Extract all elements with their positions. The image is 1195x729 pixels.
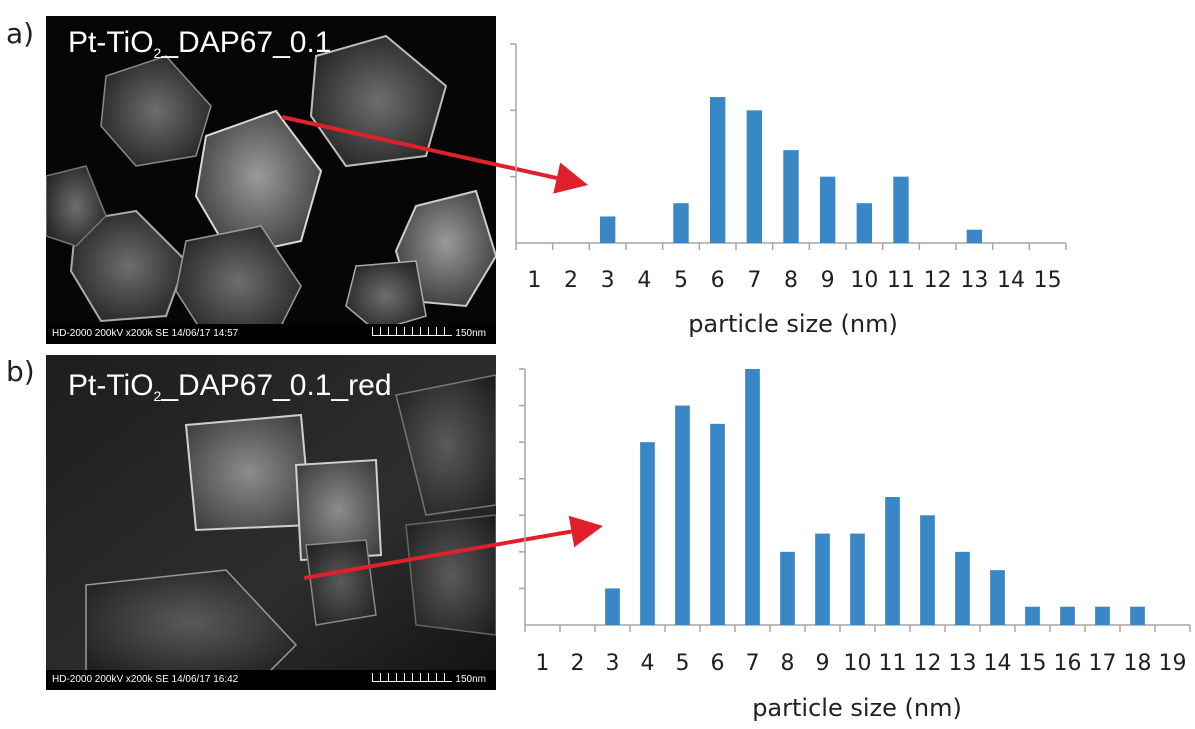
bar [709,97,726,243]
x-tick-label: 4 [637,268,651,293]
sem-crystals-a [46,34,496,339]
bar [640,442,655,625]
sem-image-a: Pt-TiO2_DAP67_0.1 HD-2000 200kV x200k SE… [46,16,496,344]
scale-label-a: 150nm [455,328,486,339]
x-tick-label: 4 [641,651,655,676]
x-tick-label: 10 [850,268,878,293]
sem-title-b: Pt-TiO2_DAP67_0.1_red [68,369,392,404]
x-tick-label: 15 [1019,651,1047,676]
x-tick-label: 15 [1034,268,1062,293]
bar [780,551,795,625]
x-tick-label: 13 [960,268,988,293]
bar [966,229,983,243]
bar [746,110,763,243]
x-tick-label: 12 [924,268,952,293]
sem-image-b: Pt-TiO2_DAP67_0.1_red HD-2000 200kV x200… [46,355,496,690]
x-tick-label: 11 [879,651,907,676]
bar [920,515,935,625]
sem-meta-a: HD-2000 200kV x200k SE 14/06/17 14:57 [52,328,239,339]
x-tick-label: 16 [1054,651,1082,676]
bar [673,203,689,243]
bar [850,533,865,625]
bar [745,369,760,625]
bar [955,551,970,625]
x-tick-label: 12 [914,651,942,676]
bar [815,533,830,625]
bar [1060,606,1075,625]
arrow-a [281,115,558,181]
bar [1130,606,1145,625]
sem-title-a: Pt-TiO2_DAP67_0.1 [68,26,332,61]
x-tick-label: 13 [949,651,977,676]
x-tick-label: 11 [887,268,915,293]
arrow-b [303,529,572,580]
x-tick-label: 9 [816,651,830,676]
x-tick-label: 14 [997,268,1025,293]
x-tick-label: 1 [527,268,541,293]
sem-meta-b: HD-2000 200kV x200k SE 14/06/17 16:42 [52,674,239,685]
arrow-a-head [553,162,588,194]
bar [605,588,620,625]
x-tick-label: 3 [606,651,620,676]
x-tick-label: 7 [747,268,761,293]
panel-a-label: a) [6,17,35,50]
x-axis-label: particle size (nm) [752,694,962,722]
panel-b-label: b) [6,355,35,388]
bar [893,176,909,243]
x-tick-label: 6 [711,651,725,676]
x-tick-label: 14 [984,651,1012,676]
bar [599,216,616,243]
x-tick-label: 19 [1159,651,1187,676]
scale-label-b: 150nm [455,674,486,685]
bar [710,423,725,625]
bar [990,570,1005,625]
x-tick-label: 7 [746,651,760,676]
arrow-b-head [568,515,603,548]
bar [856,203,873,243]
x-tick-label: 2 [564,268,578,293]
x-tick-label: 8 [781,651,795,676]
x-tick-label: 5 [674,268,688,293]
bar [783,150,799,243]
sem-footer-b: HD-2000 200kV x200k SE 14/06/17 16:42 15… [46,670,496,690]
sem-crystals-b [46,355,496,690]
x-tick-label: 8 [784,268,798,293]
bar [819,176,836,243]
x-tick-label: 17 [1089,651,1117,676]
bar [675,405,690,625]
x-tick-label: 1 [536,651,550,676]
x-tick-label: 6 [711,268,725,293]
x-tick-label: 5 [676,651,690,676]
bar [1095,606,1110,625]
sem-footer-a: HD-2000 200kV x200k SE 14/06/17 14:57 15… [46,324,496,344]
x-axis-label: particle size (nm) [688,310,898,338]
x-tick-label: 3 [601,268,615,293]
scale-bar-b [372,673,452,682]
bar [885,497,900,625]
x-tick-label: 10 [844,651,872,676]
x-tick-label: 2 [571,651,585,676]
x-tick-label: 9 [821,268,835,293]
scale-bar-a [372,327,452,336]
x-tick-label: 18 [1124,651,1152,676]
bar [1025,606,1040,625]
